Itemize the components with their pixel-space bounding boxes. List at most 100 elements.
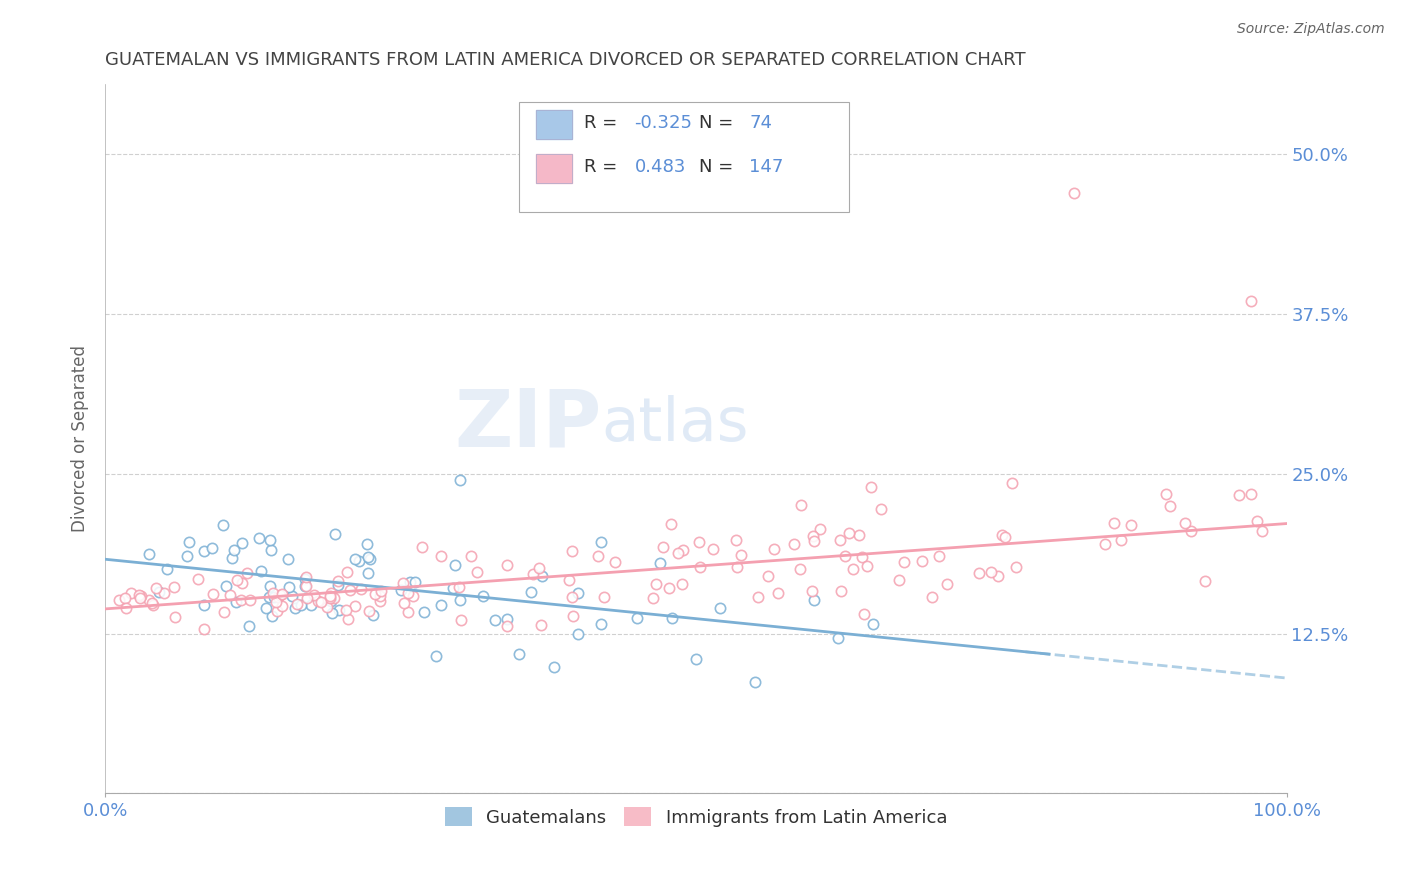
Point	[404, 575, 426, 590]
Point	[225, 595, 247, 609]
Point	[994, 530, 1017, 544]
Point	[285, 597, 308, 611]
Point	[588, 549, 610, 563]
Point	[257, 590, 280, 604]
Point	[222, 543, 245, 558]
Bar	[537, 111, 572, 139]
FancyBboxPatch shape	[519, 102, 849, 211]
Point	[266, 604, 288, 618]
Point	[1005, 560, 1028, 574]
Y-axis label: Divorced or Separated: Divorced or Separated	[72, 345, 89, 533]
Point	[460, 549, 482, 563]
Legend: Guatemalans, Immigrants from Latin America: Guatemalans, Immigrants from Latin Ameri…	[437, 800, 955, 834]
Point	[215, 578, 238, 592]
Point	[808, 522, 831, 536]
Point	[531, 569, 554, 583]
Point	[766, 586, 789, 600]
Point	[591, 534, 613, 549]
Point	[783, 536, 806, 550]
Point	[527, 561, 550, 575]
Point	[396, 605, 419, 619]
Point	[980, 565, 1002, 579]
Point	[235, 566, 257, 581]
Point	[644, 577, 666, 591]
Point	[744, 674, 766, 689]
Text: 147: 147	[749, 158, 783, 176]
Point	[1194, 574, 1216, 588]
Point	[790, 498, 813, 512]
Point	[756, 569, 779, 583]
Point	[326, 578, 349, 592]
Point	[827, 631, 849, 645]
Point	[991, 528, 1014, 542]
Point	[429, 549, 451, 563]
Point	[430, 598, 453, 612]
Point	[263, 590, 285, 604]
Point	[336, 565, 359, 579]
Point	[269, 588, 291, 602]
Point	[1240, 294, 1263, 309]
Point	[441, 581, 464, 595]
Point	[262, 608, 284, 623]
Point	[986, 569, 1008, 583]
Point	[465, 565, 488, 579]
Point	[834, 549, 856, 563]
Point	[319, 591, 342, 606]
Point	[254, 600, 277, 615]
Point	[830, 584, 852, 599]
Point	[357, 604, 380, 618]
Point	[356, 537, 378, 551]
Point	[561, 591, 583, 605]
Point	[887, 573, 910, 587]
Point	[370, 583, 392, 598]
Point	[838, 525, 860, 540]
Point	[156, 562, 179, 576]
Point	[108, 593, 131, 607]
Bar	[537, 154, 572, 183]
Point	[801, 583, 824, 598]
Point	[129, 591, 152, 606]
Point	[226, 574, 249, 588]
Point	[271, 587, 294, 601]
Point	[1001, 476, 1024, 491]
Point	[591, 617, 613, 632]
Point	[603, 555, 626, 569]
Point	[522, 566, 544, 581]
Point	[153, 586, 176, 600]
Point	[214, 605, 236, 619]
Point	[730, 548, 752, 562]
Point	[567, 627, 589, 641]
Point	[277, 552, 299, 566]
Point	[339, 583, 361, 598]
Point	[277, 580, 299, 594]
Point	[652, 540, 675, 554]
Point	[129, 589, 152, 603]
Point	[519, 585, 541, 599]
Point	[444, 558, 467, 572]
Point	[294, 579, 316, 593]
Point	[357, 550, 380, 565]
Text: 74: 74	[749, 114, 772, 132]
Point	[281, 589, 304, 603]
Point	[425, 649, 447, 664]
Point	[128, 588, 150, 602]
Point	[685, 652, 707, 666]
Point	[626, 610, 648, 624]
Point	[262, 586, 284, 600]
Point	[935, 577, 957, 591]
Text: N =: N =	[699, 114, 740, 132]
Point	[141, 596, 163, 610]
Point	[266, 595, 288, 609]
Point	[1227, 488, 1250, 502]
Point	[870, 501, 893, 516]
Point	[323, 527, 346, 541]
Point	[967, 566, 990, 580]
Point	[165, 610, 187, 624]
Point	[449, 593, 471, 607]
Point	[725, 560, 748, 574]
Point	[1159, 500, 1181, 514]
Point	[259, 533, 281, 548]
Bar	[537, 154, 572, 183]
Point	[558, 574, 581, 588]
Point	[496, 558, 519, 573]
